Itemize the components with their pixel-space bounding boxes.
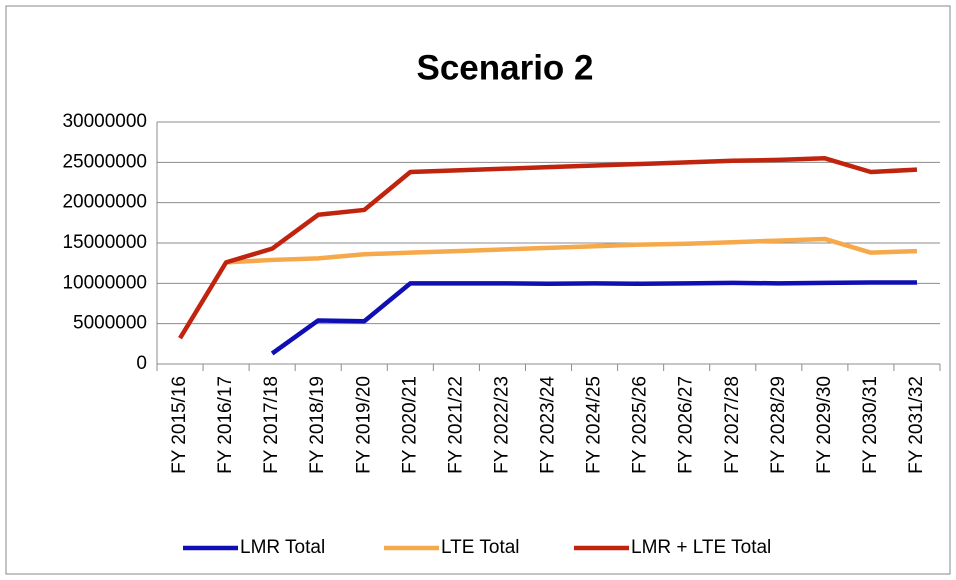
- x-tick-label: FY 2026/27: [676, 376, 697, 474]
- x-tick-label: FY 2015/16: [169, 376, 190, 474]
- y-tick-label: 30000000: [62, 111, 147, 132]
- y-tick-label: 5000000: [73, 313, 147, 334]
- series-line: [225, 236, 918, 265]
- chart-border: [5, 5, 951, 575]
- y-tick-label: 10000000: [62, 272, 147, 293]
- legend-label: LMR + LTE Total: [631, 537, 771, 558]
- x-tick-label: FY 2017/18: [261, 376, 282, 474]
- legend-label: LTE Total: [441, 537, 520, 558]
- y-tick-label: 15000000: [62, 232, 147, 253]
- x-tick-label: FY 2031/32: [906, 376, 927, 474]
- x-tick-label: FY 2024/25: [584, 376, 605, 474]
- x-tick-label: FY 2029/30: [814, 376, 835, 474]
- series-line: [270, 280, 917, 356]
- x-tick-label: FY 2028/29: [768, 376, 789, 474]
- x-tick-label: FY 2022/23: [491, 376, 512, 474]
- x-tick-label: FY 2018/19: [307, 376, 328, 474]
- y-tick-label: 0: [136, 353, 147, 374]
- x-tick-label: FY 2016/17: [215, 376, 236, 474]
- chart-title: Scenario 2: [416, 48, 593, 87]
- x-tick-label: FY 2027/28: [722, 376, 743, 474]
- legend-label: LMR Total: [240, 537, 325, 558]
- x-tick-label: FY 2030/31: [860, 376, 881, 474]
- x-tick-label: FY 2023/24: [538, 376, 559, 474]
- x-tick-label: FY 2021/22: [445, 376, 466, 474]
- series-line: [178, 156, 918, 340]
- x-tick-label: FY 2020/21: [399, 376, 420, 474]
- x-tick-label: FY 2019/20: [353, 376, 374, 474]
- y-tick-label: 25000000: [62, 151, 147, 172]
- y-tick-label: 20000000: [62, 192, 147, 213]
- x-tick-label: FY 2025/26: [630, 376, 651, 474]
